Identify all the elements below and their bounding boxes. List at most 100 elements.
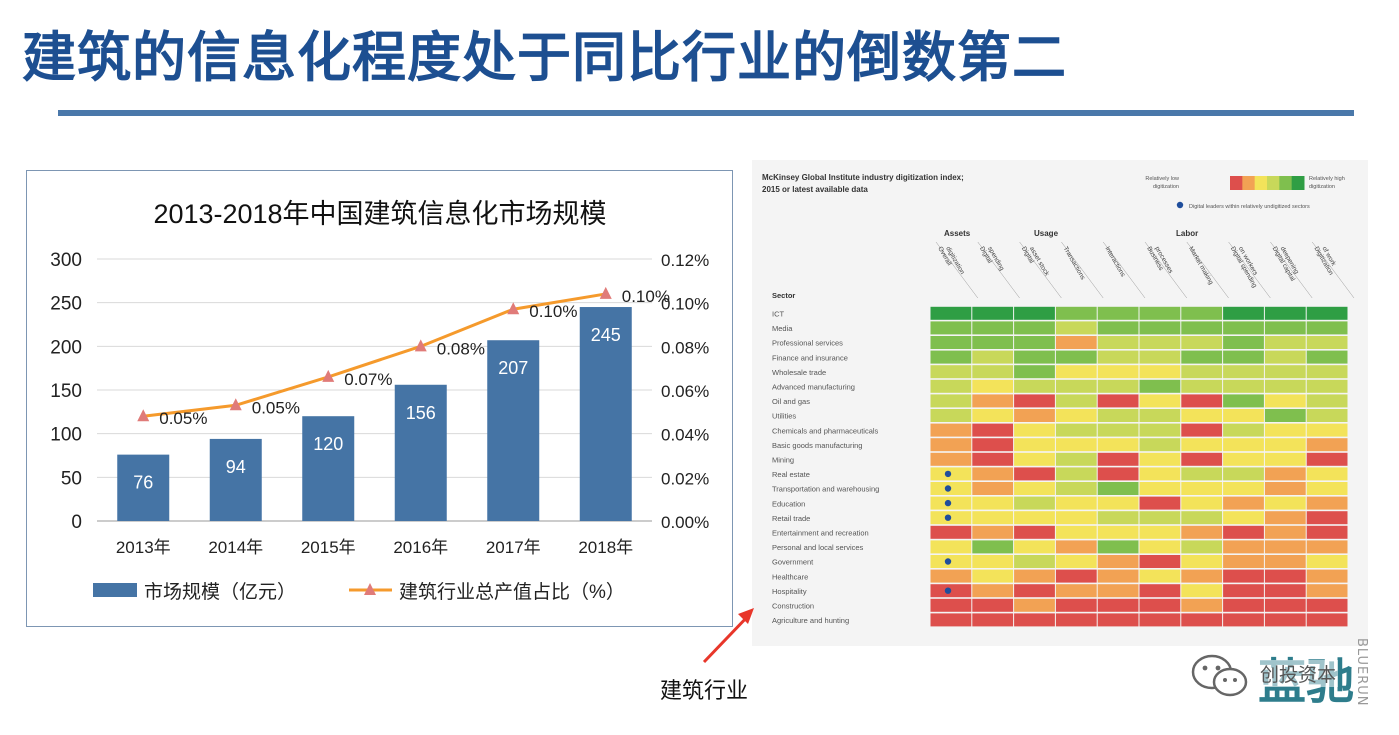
logo-overlay-text: 创投资本 bbox=[1258, 660, 1339, 687]
y-left-tick: 300 bbox=[50, 250, 82, 271]
line-value-label: 0.10% bbox=[622, 287, 670, 306]
bar bbox=[302, 416, 355, 521]
percent-line bbox=[143, 292, 606, 418]
heatmap-cell bbox=[1139, 452, 1181, 466]
heatmap-cell bbox=[1306, 423, 1348, 437]
heatmap-cell bbox=[930, 540, 972, 554]
heatmap-cell bbox=[930, 394, 972, 408]
heatmap-cell bbox=[1139, 467, 1181, 481]
heatmap-cell bbox=[1223, 467, 1264, 481]
bar-value-label: 94 bbox=[226, 457, 246, 477]
heatmap-cell bbox=[1139, 321, 1181, 335]
heatmap-cell bbox=[1306, 467, 1348, 481]
column-separator bbox=[1102, 241, 1146, 299]
column-group-label: Assets bbox=[944, 229, 971, 238]
heatmap-cell bbox=[1139, 306, 1181, 320]
heatmap-cell bbox=[1264, 511, 1306, 525]
bar-value-label: 245 bbox=[591, 325, 621, 345]
heatmap-cell bbox=[1014, 467, 1055, 481]
heatmap-cell bbox=[1223, 379, 1264, 393]
x-tick-label: 2016年 bbox=[393, 538, 448, 557]
heatmap-cell bbox=[1097, 379, 1139, 393]
sector-label: Real estate bbox=[772, 470, 810, 479]
heatmap-cell bbox=[1055, 569, 1097, 583]
bar bbox=[394, 384, 447, 521]
heatmap-cell bbox=[1097, 555, 1139, 568]
heatmap-cell bbox=[1055, 525, 1097, 539]
heatmap-cell bbox=[972, 306, 1014, 320]
heatmap-cell bbox=[1014, 482, 1055, 495]
sector-label: Professional services bbox=[772, 339, 843, 348]
column-separator bbox=[1186, 241, 1229, 299]
heatmap-cell bbox=[1097, 584, 1139, 598]
scale-high-label: Relatively high bbox=[1309, 176, 1345, 182]
sector-label: Media bbox=[772, 324, 793, 333]
column-group-label: Labor bbox=[1176, 229, 1198, 238]
heatmap-cell bbox=[1181, 394, 1223, 408]
heatmap-cell bbox=[972, 409, 1014, 422]
heatmap-cell bbox=[1264, 379, 1306, 393]
heatmap-cell bbox=[1181, 540, 1223, 554]
sector-label: Advanced manufacturing bbox=[772, 383, 855, 392]
heatmap-cell bbox=[1139, 496, 1181, 510]
heatmap-cell bbox=[1306, 321, 1348, 335]
y-left-tick: 0 bbox=[71, 512, 82, 533]
heatmap-cell bbox=[1055, 496, 1097, 510]
heatmap-cell bbox=[972, 321, 1014, 335]
heatmap-cell bbox=[972, 394, 1014, 408]
heatmap-cell bbox=[1097, 452, 1139, 466]
digital-leader-dot bbox=[944, 499, 952, 507]
heatmap-cell bbox=[1264, 496, 1306, 510]
heatmap-cell bbox=[1014, 365, 1055, 379]
heatmap-cell bbox=[1097, 525, 1139, 539]
y-right-tick: 0.02% bbox=[661, 469, 709, 488]
heatmap-cell bbox=[1014, 598, 1055, 612]
digital-leader-dot bbox=[944, 514, 952, 521]
heatmap-cell bbox=[1306, 496, 1348, 510]
heatmap-cell bbox=[1181, 379, 1223, 393]
scale-low-label: digitization bbox=[1153, 184, 1179, 190]
heatmap-cell bbox=[1139, 423, 1181, 437]
heatmap-cell bbox=[1139, 379, 1181, 393]
line-marker bbox=[507, 302, 520, 315]
scale-swatch bbox=[1230, 176, 1243, 190]
y-left-tick: 200 bbox=[50, 337, 82, 358]
sector-label: Basic goods manufacturing bbox=[772, 441, 862, 450]
heatmap-cell bbox=[1264, 598, 1306, 612]
heatmap-cell bbox=[1264, 306, 1306, 320]
column-label: Transactions bbox=[1062, 246, 1087, 282]
heatmap-cell bbox=[1223, 525, 1264, 539]
heatmap-cell bbox=[930, 613, 972, 627]
heatmap-cell bbox=[1014, 584, 1055, 598]
heatmap-cell bbox=[930, 598, 972, 612]
heatmap-cell bbox=[1014, 379, 1055, 393]
heatmap-cell bbox=[1264, 613, 1306, 627]
heatmap-cell bbox=[1181, 336, 1223, 349]
y-left-tick: 150 bbox=[50, 381, 82, 402]
heatmap-cell bbox=[1306, 350, 1348, 364]
digital-leader-dot bbox=[944, 485, 952, 492]
line-marker bbox=[599, 286, 612, 299]
dot-legend-marker bbox=[1176, 201, 1184, 209]
line-marker bbox=[137, 409, 150, 422]
sector-label: Entertainment and recreation bbox=[772, 529, 869, 538]
heatmap-cell bbox=[1264, 452, 1306, 466]
heatmap-cell bbox=[1223, 321, 1264, 335]
construction-caption: 建筑行业 bbox=[660, 679, 749, 704]
heatmap-cell bbox=[972, 540, 1014, 554]
line-value-label: 0.10% bbox=[529, 302, 577, 321]
heatmap-cell bbox=[1223, 423, 1264, 437]
wechat-icon bbox=[1191, 654, 1248, 697]
heatmap-cell bbox=[1223, 306, 1264, 320]
heatmap-cell bbox=[1139, 540, 1181, 554]
column-separator bbox=[1311, 241, 1355, 299]
heatmap-cell bbox=[1139, 525, 1181, 539]
heatmap-cell bbox=[1181, 321, 1223, 335]
heatmap-cell bbox=[1264, 525, 1306, 539]
y-right-tick: 0.12% bbox=[661, 251, 709, 270]
heatmap-cell bbox=[1055, 423, 1097, 437]
heatmap-cell bbox=[1014, 613, 1055, 627]
scale-swatch bbox=[1242, 176, 1256, 190]
heatmap-cell bbox=[1181, 467, 1223, 481]
scale-swatch bbox=[1291, 176, 1305, 190]
